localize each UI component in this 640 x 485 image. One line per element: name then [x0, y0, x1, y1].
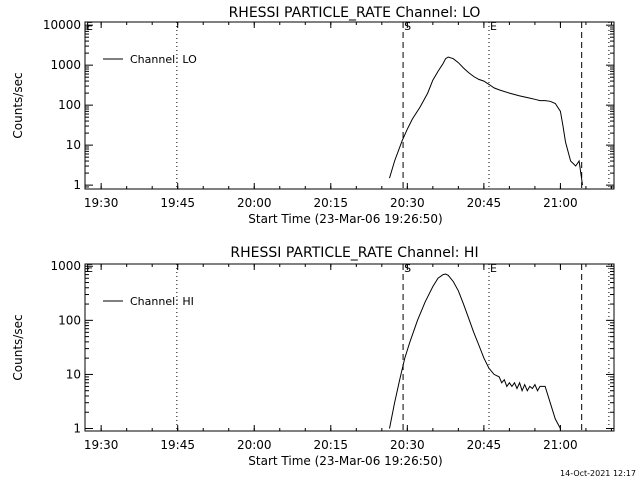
y-axis-label: Counts/sec	[11, 72, 25, 138]
y-tick-label: 10	[66, 138, 81, 152]
plot-frame	[84, 263, 615, 432]
x-tick-label: 20:30	[390, 438, 425, 452]
chart-title: RHESSI PARTICLE_RATE Channel: LO	[229, 5, 481, 21]
x-tick-label: 20:00	[237, 196, 272, 210]
footer-timestamp: 14-Oct-2021 12:17	[560, 469, 636, 478]
x-tick-label: 19:30	[84, 196, 119, 210]
x-axis-label: Start Time (23-Mar-06 19:26:50)	[248, 454, 442, 468]
y-tick-label: 1000	[50, 259, 81, 273]
y-axis-label: Counts/sec	[11, 314, 25, 380]
y-tick-label: 1	[73, 178, 81, 192]
marker-label: E	[490, 262, 497, 275]
x-tick-label: 20:45	[467, 438, 502, 452]
y-tick-label: 1000	[50, 58, 81, 72]
y-tick-label: 10	[66, 367, 81, 381]
y-tick-label: 1	[73, 422, 81, 436]
x-tick-label: 20:30	[390, 196, 425, 210]
marker-label: E	[86, 20, 93, 33]
series-line	[389, 56, 583, 186]
x-tick-label: 19:30	[84, 438, 119, 452]
marker-label: E	[86, 262, 93, 275]
legend-label: Channel: HI	[130, 295, 194, 308]
x-tick-label: 20:15	[313, 196, 348, 210]
x-tick-label: 19:45	[160, 196, 195, 210]
x-axis-label: Start Time (23-Mar-06 19:26:50)	[248, 212, 442, 226]
x-tick-label: 21:00	[543, 196, 578, 210]
y-tick-label: 10000	[43, 18, 81, 32]
marker-label: S	[404, 262, 411, 275]
marker-label: E	[490, 20, 497, 33]
y-tick-label: 100	[58, 313, 81, 327]
marker-label: S	[404, 20, 411, 33]
x-tick-label: 20:45	[467, 196, 502, 210]
chart-title: RHESSI PARTICLE_RATE Channel: HI	[230, 245, 478, 261]
chart-panel-1: RHESSI PARTICLE_RATE Channel: LO 19:30 19:…	[11, 5, 615, 226]
y-tick-label: 100	[58, 98, 81, 112]
x-tick-label: 20:00	[237, 438, 272, 452]
x-tick-label: 19:45	[160, 438, 195, 452]
legend-label: Channel: LO	[130, 53, 197, 66]
series-line	[389, 273, 561, 429]
x-tick-label: 20:15	[313, 438, 348, 452]
plot-frame	[84, 21, 615, 190]
chart-panel-2: RHESSI PARTICLE_RATE Channel: HI 19:30 19:…	[11, 245, 615, 468]
x-tick-label: 21:00	[543, 438, 578, 452]
